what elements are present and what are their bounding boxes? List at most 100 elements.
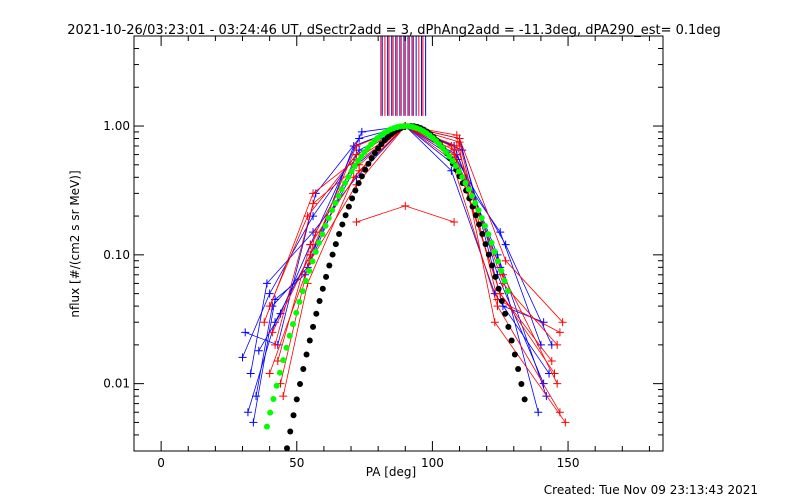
model-point-green [280, 357, 287, 364]
model-point-green [439, 145, 446, 152]
trace-line-blue [242, 125, 542, 358]
model-point-black [358, 173, 365, 180]
model-point-green [335, 192, 342, 199]
x-tick-label: 100 [421, 456, 444, 470]
model-point-green [283, 344, 290, 351]
model-point-black [476, 221, 483, 228]
x-tick-label: 0 [157, 456, 165, 470]
model-point-black [362, 166, 369, 173]
model-point-black [479, 231, 486, 238]
model-point-green [358, 153, 365, 160]
y-tick-label: 1.00 [103, 119, 130, 133]
model-point-green [309, 258, 316, 265]
model-point-green [312, 248, 319, 255]
model-point-green [442, 149, 449, 156]
model-point-black [355, 180, 362, 187]
model-point-green [501, 277, 508, 284]
model-point-green [495, 258, 502, 265]
model-point-green [325, 214, 332, 221]
model-point-green [342, 179, 349, 186]
model-point-black [310, 323, 317, 330]
model-point-green [351, 163, 358, 170]
model-point-black [508, 337, 515, 344]
model-point-green [355, 158, 362, 165]
data-point-blue [254, 346, 263, 355]
data-point-red [303, 212, 312, 221]
model-point-green [270, 396, 277, 403]
data-point-red [309, 189, 318, 198]
model-point-black [521, 396, 528, 403]
model-point-green [316, 239, 323, 246]
model-point-green [276, 369, 283, 376]
series-red [352, 201, 459, 226]
model-point-black [313, 310, 320, 317]
model-point-green [498, 267, 505, 274]
axes: 0 50 100 150 0.01 0.10 1.00 [103, 35, 663, 470]
chart-title: 2021-10-26/03:23:01 - 03:24:46 UT, dSect… [67, 23, 721, 38]
y-axis-label: nflux [#/(cm2 s sr MeV)] [68, 170, 82, 317]
model-point-black [297, 380, 304, 387]
model-point-green [296, 298, 303, 305]
data-point-blue [265, 289, 274, 298]
model-point-black [365, 160, 372, 167]
model-point-green [322, 222, 329, 229]
model-point-green [449, 158, 456, 165]
model-point-black [515, 366, 522, 373]
plot-area [238, 36, 570, 452]
model-point-green [491, 248, 498, 255]
model-point-green [485, 231, 492, 238]
model-point-black [511, 351, 518, 358]
y-tick-label: 0.01 [103, 377, 130, 391]
model-point-green [361, 149, 368, 156]
model-point-black [485, 251, 492, 258]
model-curve-green [263, 123, 511, 430]
data-point-red [490, 318, 499, 327]
trace-line-blue [258, 125, 553, 351]
model-point-black [316, 297, 323, 304]
plot-frame [133, 35, 664, 452]
data-point-red [265, 302, 274, 311]
data-point-blue [252, 392, 261, 401]
model-point-black [495, 285, 502, 292]
model-point-black [293, 396, 300, 403]
data-point-blue [243, 408, 252, 417]
data-point-red [271, 340, 280, 349]
model-point-black [349, 195, 356, 202]
model-point-black [352, 187, 359, 194]
model-point-black [518, 380, 525, 387]
model-point-black [345, 203, 352, 210]
model-point-green [488, 239, 495, 246]
model-point-green [267, 409, 274, 416]
model-point-green [289, 321, 296, 328]
model-point-black [368, 155, 375, 162]
model-point-green [299, 288, 306, 295]
model-point-green [345, 174, 352, 181]
data-point-red [311, 228, 320, 237]
x-tick-label: 50 [289, 456, 304, 470]
model-point-green [293, 309, 300, 316]
model-point-green [332, 199, 339, 206]
data-point-red [352, 141, 361, 150]
data-point-red [553, 379, 562, 388]
model-point-black [319, 285, 326, 292]
data-point-red [555, 328, 564, 337]
model-point-green [329, 207, 336, 214]
data-point-red [279, 392, 288, 401]
model-point-black [284, 445, 291, 452]
model-point-black [339, 221, 346, 228]
model-point-black [306, 337, 313, 344]
data-point-red [401, 201, 410, 210]
data-point-red [452, 131, 461, 140]
data-point-red [352, 217, 361, 226]
model-point-green [273, 382, 280, 389]
data-point-red [306, 250, 315, 259]
x-axis-label: PA [deg] [366, 465, 416, 479]
model-point-green [302, 277, 309, 284]
model-point-black [502, 310, 509, 317]
data-point-red [558, 318, 567, 327]
model-point-green [348, 168, 355, 175]
model-point-black [375, 145, 382, 152]
model-point-black [342, 212, 349, 219]
y-tick-label: 0.10 [103, 248, 130, 262]
